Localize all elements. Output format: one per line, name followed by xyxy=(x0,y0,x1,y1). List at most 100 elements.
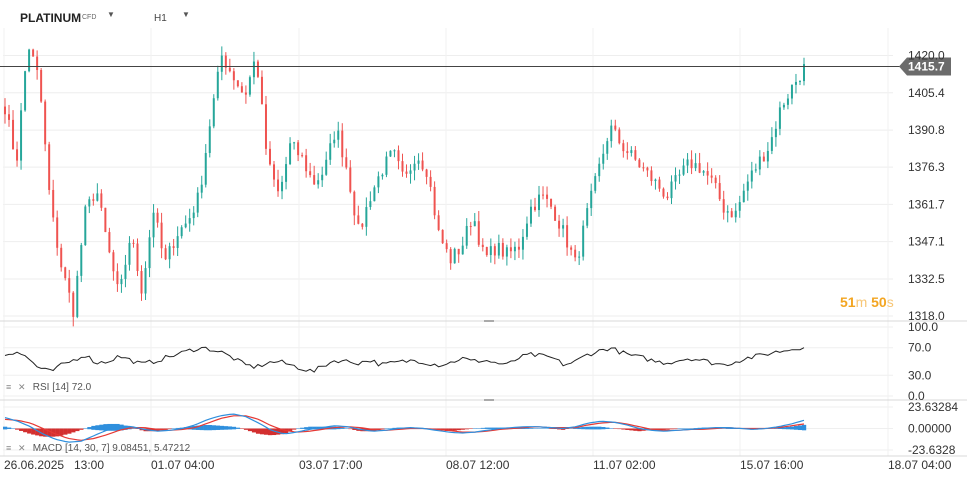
candle-body xyxy=(405,171,408,174)
macd-histogram-bar xyxy=(344,428,349,429)
macd-histogram-bar xyxy=(211,425,216,431)
candle-body xyxy=(694,163,697,169)
macd-histogram-bar xyxy=(7,427,12,429)
pane-resize-handle-macd[interactable] xyxy=(484,399,494,401)
candle-body xyxy=(778,107,781,129)
macd-pane: 23.63284 0.00000 -23.6328 xyxy=(2,400,958,457)
timeframe-selector[interactable]: H1 xyxy=(154,13,167,24)
candle-body xyxy=(8,114,11,120)
macd-histogram-bar xyxy=(609,428,614,429)
timeframe-dropdown-icon[interactable]: ▼ xyxy=(182,10,190,19)
candle-body xyxy=(794,81,797,85)
macd-histogram-bar xyxy=(272,428,277,436)
price-tick-label: 1318.0 xyxy=(908,309,945,323)
candle-body xyxy=(690,159,693,169)
candle-body xyxy=(313,175,316,185)
price-axis[interactable]: 1420.0 1405.4 1390.8 1376.3 1361.7 1347.1 1332… xyxy=(908,49,945,324)
candle-body xyxy=(574,249,577,258)
macd-histogram-bar xyxy=(356,428,361,431)
candle-body xyxy=(80,245,83,276)
close-icon[interactable]: ✕ xyxy=(18,382,26,392)
macd-histogram-bar xyxy=(219,425,225,430)
candle-body xyxy=(469,225,472,227)
macd-histogram-bar xyxy=(63,428,68,435)
macd-histogram-bar xyxy=(573,427,578,429)
candle-body xyxy=(48,144,51,190)
macd-histogram-bar xyxy=(384,428,389,429)
macd-histogram-bar xyxy=(629,428,634,431)
macd-histogram-bar xyxy=(601,426,606,430)
candle-body xyxy=(124,264,127,280)
candle-body xyxy=(224,55,227,68)
macd-histogram-bar xyxy=(231,426,237,430)
candle-body xyxy=(674,175,677,182)
macd-histogram-bar xyxy=(167,428,172,429)
candle-body xyxy=(626,151,629,154)
macd-histogram-bar xyxy=(31,428,36,435)
macd-histogram-bar xyxy=(131,427,136,429)
macd-histogram-bar xyxy=(251,428,257,433)
candle-body xyxy=(264,104,267,149)
candle-body xyxy=(273,164,276,180)
macd-histogram-bar xyxy=(288,428,293,432)
macd-histogram-bar xyxy=(468,428,473,429)
candle-body xyxy=(385,156,388,175)
candle-body xyxy=(160,222,163,249)
candle-body xyxy=(228,67,231,72)
candle-body xyxy=(762,156,765,162)
macd-histogram-bar xyxy=(35,428,40,436)
menu-icon[interactable]: ≡ xyxy=(6,382,12,392)
candle-body xyxy=(184,223,187,228)
macd-histogram-bar xyxy=(239,428,245,429)
macd-histogram-bar xyxy=(312,426,317,430)
macd-histogram-bar xyxy=(448,428,453,432)
macd-histogram-bar xyxy=(581,427,586,430)
candle-body xyxy=(654,179,657,182)
menu-icon[interactable]: ≡ xyxy=(6,443,12,453)
macd-histogram-bar xyxy=(47,428,52,437)
candle-body xyxy=(429,176,432,187)
symbol-name[interactable]: PLATINUM xyxy=(20,11,82,25)
candle-body xyxy=(180,227,183,237)
candle-body xyxy=(277,179,280,192)
macd-histogram-bar xyxy=(380,428,385,430)
time-tick-label: 11.07 02:00 xyxy=(593,458,656,472)
candle-body xyxy=(770,137,773,151)
candle-body xyxy=(630,150,633,154)
candle-body xyxy=(116,271,119,285)
macd-histogram-bar xyxy=(223,426,229,430)
candle-body xyxy=(642,167,645,169)
candle-body xyxy=(614,125,617,130)
candle-body xyxy=(554,206,557,221)
macd-histogram-bar xyxy=(2,426,8,430)
candle-body xyxy=(449,249,452,264)
candle-body xyxy=(457,248,460,255)
macd-histogram-bar xyxy=(484,427,490,429)
macd-histogram-bar xyxy=(452,428,457,431)
macd-histogram-bar xyxy=(95,425,100,431)
macd-histogram-bar xyxy=(263,428,269,435)
macd-histogram-bar xyxy=(59,428,64,436)
candle-body xyxy=(529,206,532,224)
candle-body xyxy=(68,278,71,293)
macd-tick-label: 0.00000 xyxy=(908,422,952,436)
symbol-dropdown-icon[interactable]: ▼ xyxy=(107,10,115,19)
macd-histogram-bar xyxy=(617,428,622,430)
candle-body xyxy=(481,244,484,248)
candle-body xyxy=(578,256,581,258)
candle-body xyxy=(333,139,336,144)
candle-body xyxy=(104,207,107,233)
countdown-minutes-unit: m xyxy=(855,294,868,310)
time-axis[interactable]: 26.06.2025 13:00 01.07 04:00 03.07 17:00 08.… xyxy=(4,458,952,472)
pane-resize-handle-rsi[interactable] xyxy=(484,320,494,322)
close-icon[interactable]: ✕ xyxy=(18,443,26,453)
macd-histogram-bar xyxy=(199,425,204,431)
macd-histogram-bar xyxy=(532,428,538,429)
macd-histogram-bar xyxy=(557,428,562,430)
candle-body xyxy=(461,245,464,255)
candle-body xyxy=(120,279,123,285)
price-tick-label: 1390.8 xyxy=(908,123,945,137)
candle-body xyxy=(252,61,255,78)
candle-body xyxy=(686,159,689,166)
